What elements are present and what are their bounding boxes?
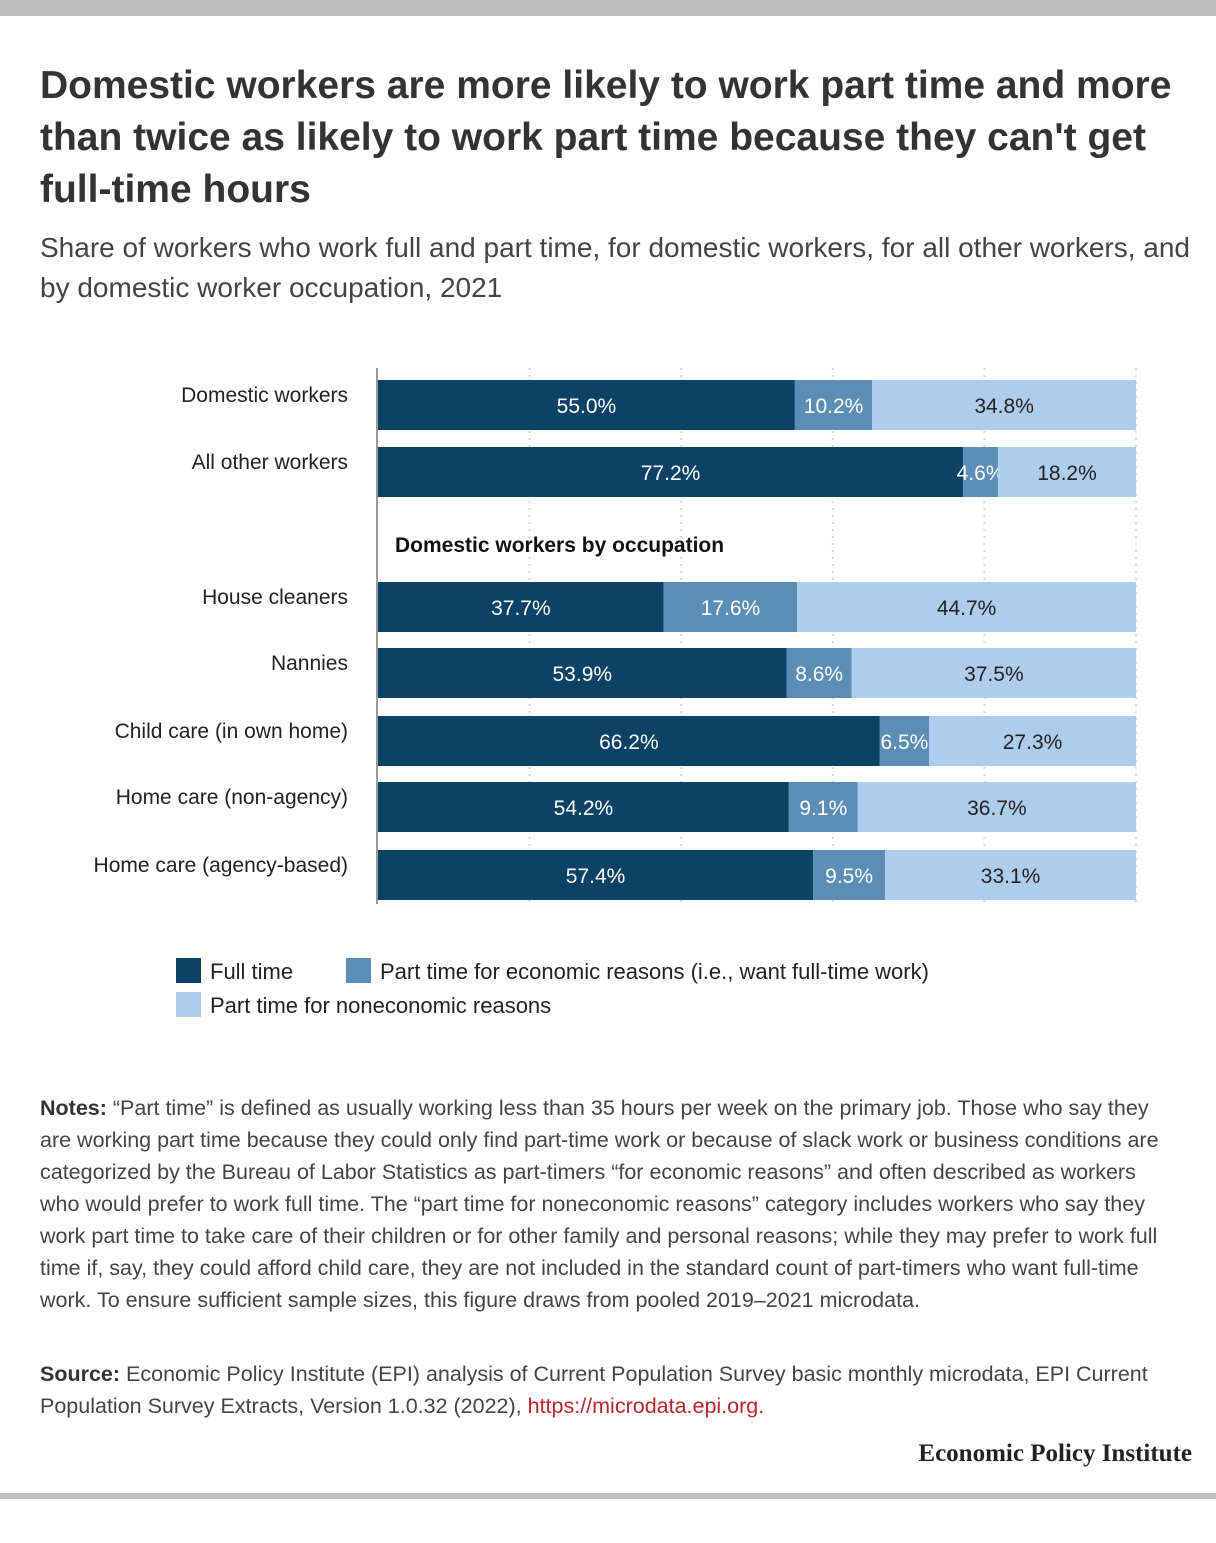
legend-label-full-time: Full time	[210, 959, 294, 984]
bar-segment	[851, 648, 1136, 698]
data-label: 4.6%	[957, 462, 1005, 485]
bar-segment	[378, 782, 789, 832]
data-label: 37.5%	[964, 663, 1024, 686]
data-label: 66.2%	[599, 731, 659, 754]
bar-segment	[378, 648, 787, 698]
chart-subtitle: Share of workers who work full and part …	[40, 232, 1190, 303]
bottom-rule	[0, 1493, 1216, 1499]
data-label: 57.4%	[566, 865, 626, 888]
data-label: 34.8%	[974, 395, 1034, 418]
data-label: 37.7%	[491, 597, 551, 620]
stacked-bar-chart: Domestic workers 55.0% 10.2% 34.8% All other…	[94, 368, 1137, 904]
category-label: All other workers	[192, 451, 348, 474]
legend-label-noneconomic: Part time for noneconomic reasons	[210, 993, 552, 1018]
data-label: 8.6%	[795, 663, 843, 686]
bar-segment	[879, 716, 930, 766]
data-label: 36.7%	[967, 797, 1027, 820]
publisher-logo: Economic Policy Institute	[918, 1440, 1192, 1467]
data-label: 55.0%	[557, 395, 617, 418]
bar-segment	[963, 447, 999, 497]
bar-segment	[857, 782, 1136, 832]
bar-segment	[813, 850, 886, 900]
bar-segment	[794, 380, 873, 430]
source-link[interactable]: https://microdata.epi.org.	[527, 1394, 765, 1418]
data-label: 9.5%	[825, 865, 873, 888]
data-label: 77.2%	[641, 462, 701, 485]
bar-segment	[378, 380, 795, 430]
bar-segment	[885, 850, 1136, 900]
bar-segment	[663, 582, 798, 632]
top-rule	[0, 0, 1216, 16]
category-label: Child care (in own home)	[115, 720, 348, 743]
data-label: 18.2%	[1037, 462, 1097, 485]
legend-item-noneconomic: Part time for noneconomic reasons	[176, 992, 551, 1019]
data-label: 6.5%	[880, 731, 928, 754]
legend-swatch-noneconomic	[176, 992, 201, 1017]
data-label: 44.7%	[937, 597, 997, 620]
notes-lead: Notes:	[40, 1096, 107, 1120]
data-label: 10.2%	[804, 395, 864, 418]
notes-text: “Part time” is defined as usually workin…	[40, 1096, 1159, 1312]
bar-segment	[929, 716, 1136, 766]
data-label: 54.2%	[554, 797, 614, 820]
data-label: 9.1%	[799, 797, 847, 820]
legend-item-full-time: Full time	[176, 958, 293, 985]
bar-segment	[378, 447, 964, 497]
data-label: 27.3%	[1003, 731, 1063, 754]
chart-title: Domestic workers are more likely to work…	[40, 64, 1172, 211]
data-label: 33.1%	[981, 865, 1041, 888]
data-label: 53.9%	[553, 663, 613, 686]
source-text: Economic Policy Institute (EPI) analysis…	[40, 1362, 1148, 1418]
bar-segment	[378, 716, 880, 766]
legend-swatch-economic	[346, 958, 371, 983]
bar-segment	[378, 850, 814, 900]
category-label: House cleaners	[202, 586, 348, 609]
category-label: Nannies	[271, 652, 348, 675]
notes: Notes: “Part time” is defined as usually…	[40, 1092, 1180, 1316]
legend-swatch-full-time	[176, 958, 201, 983]
category-label: Home care (agency-based)	[94, 854, 348, 877]
legend-item-economic: Part time for economic reasons (i.e., wa…	[346, 958, 929, 985]
bar-segment	[998, 447, 1136, 497]
source-lead: Source:	[40, 1362, 121, 1386]
group-label: Domestic workers by occupation	[395, 534, 724, 557]
category-label: Home care (non-agency)	[116, 786, 348, 809]
bar-segment	[872, 380, 1136, 430]
bar-segment	[378, 582, 664, 632]
legend-label-economic: Part time for economic reasons (i.e., wa…	[380, 959, 929, 984]
data-label: 17.6%	[701, 597, 761, 620]
source: Source: Economic Policy Institute (EPI) …	[40, 1358, 1180, 1422]
category-label: Domestic workers	[181, 384, 348, 407]
bar-segment	[788, 782, 858, 832]
bar-segment	[786, 648, 852, 698]
bar-segment	[797, 582, 1136, 632]
